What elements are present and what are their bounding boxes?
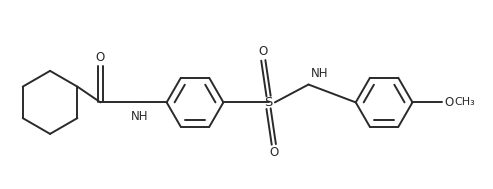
Text: CH₃: CH₃: [455, 97, 475, 107]
Text: S: S: [264, 96, 273, 109]
Text: O: O: [444, 96, 453, 109]
Text: O: O: [259, 45, 268, 58]
Text: NH: NH: [131, 110, 148, 123]
Text: O: O: [269, 146, 279, 160]
Text: NH: NH: [311, 67, 328, 80]
Text: O: O: [96, 50, 105, 64]
